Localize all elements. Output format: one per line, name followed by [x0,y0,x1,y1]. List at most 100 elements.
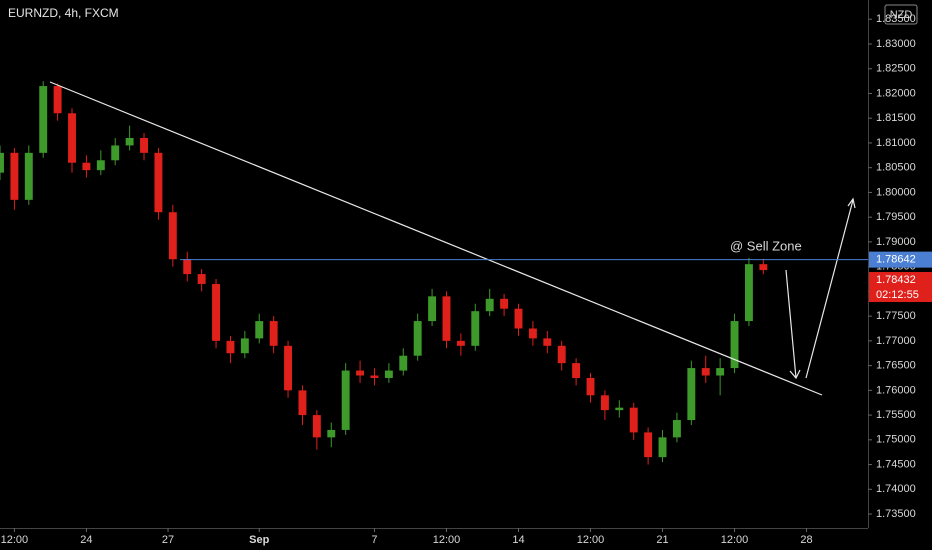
candle-body [10,152,19,200]
y-tick-label: 1.79500 [876,211,916,223]
trend-line [49,81,823,396]
y-tick-label: 1.73500 [876,508,916,520]
x-tick-label: 12:00 [577,534,605,546]
candle-body [428,296,437,322]
candle-body [672,420,681,438]
candle-body [327,429,336,438]
y-tick-label: 1.76500 [876,360,916,372]
y-tick-label: 1.79000 [876,236,916,248]
y-tick-label: 1.83000 [876,38,916,50]
candle-body [471,311,480,346]
candle-body [212,283,221,341]
candle-body [586,377,595,396]
candle-body [615,407,624,411]
candle-body [183,259,192,275]
x-tick-label: 24 [80,534,92,546]
candle-body [687,368,696,421]
candle-body [24,152,33,200]
chart-title: EURNZD, 4h, FXCM [8,6,119,20]
candle-body [572,363,581,378]
candle-body [82,162,91,171]
y-tick-label: 1.82000 [876,87,916,99]
candle-body [600,395,609,411]
plot-area [0,81,768,465]
candle-body [226,340,235,354]
x-tick-label: 12:00 [1,534,29,546]
x-tick-label: 21 [656,534,668,546]
candle-body [730,321,739,369]
candle-body [140,137,148,153]
candle-body [240,338,249,354]
currency-box[interactable] [884,4,918,25]
candle-body [500,298,509,309]
candle-body [456,340,465,346]
y-tick-label: 1.82500 [876,63,916,75]
x-tick-label: Sep [249,534,269,546]
currency-label[interactable]: NZD [890,9,913,21]
y-tick-label: 1.81500 [876,112,916,124]
candle-body [53,86,62,114]
candle-body [528,328,537,339]
candle-body [399,355,408,371]
candle-body [0,152,4,173]
candle-body [125,137,134,146]
x-tick-label: 12:00 [721,534,749,546]
arrow-up-head [847,197,856,209]
x-tick-label: 7 [371,534,377,546]
countdown-label: 02:12:55 [876,289,919,301]
x-tick-label: 14 [512,534,524,546]
y-tick-label: 1.81000 [876,137,916,149]
x-tick-label: 12:00 [433,534,461,546]
candle-body [413,321,422,356]
last-price-box [869,272,932,303]
level-label-box [869,251,932,268]
candle-body [284,345,293,391]
candle-body [68,113,76,163]
y-tick-label: 1.74500 [876,458,916,470]
candle-body [629,407,638,433]
candle-body [557,345,566,364]
level-label: 1.78642 [876,254,916,266]
candle-body [96,160,105,171]
candle-body [514,308,523,329]
candle-body [269,321,278,346]
y-tick-label: 1.77500 [876,310,916,322]
candle-body [154,152,163,213]
y-tick-label: 1.74000 [876,483,916,495]
candle-body [341,370,350,430]
candle-body [255,321,264,339]
y-tick-label: 1.75500 [876,409,916,421]
candle-body [442,296,451,341]
candle-body [543,338,552,346]
candle-body [744,264,753,322]
candle-body [370,375,379,378]
y-tick-label: 1.75000 [876,434,916,446]
last-price-label: 1.78432 [876,274,916,286]
candle-body [197,274,206,284]
arrow-down-head [789,369,801,380]
candle-body [759,264,768,271]
candle-body [168,212,177,260]
y-tick-label: 1.77000 [876,335,916,347]
candle-body [39,86,48,153]
candle-body [384,370,393,378]
candle-body [312,415,321,438]
y-tick-label: 1.80500 [876,162,916,174]
candle-body [356,370,365,376]
x-tick-label: 28 [800,534,812,546]
candle-body [298,390,307,416]
candle-body [111,145,120,161]
candle-body [485,298,494,312]
candle-body [701,368,710,376]
candle-body [716,368,725,376]
arrow-down [785,269,797,379]
y-tick-label: 1.83500 [876,13,916,25]
candle-body [658,437,667,458]
x-tick-label: 27 [162,534,174,546]
arrow-up [805,199,854,379]
candle-body [644,432,653,458]
annotation: @ Sell Zone [730,238,802,253]
